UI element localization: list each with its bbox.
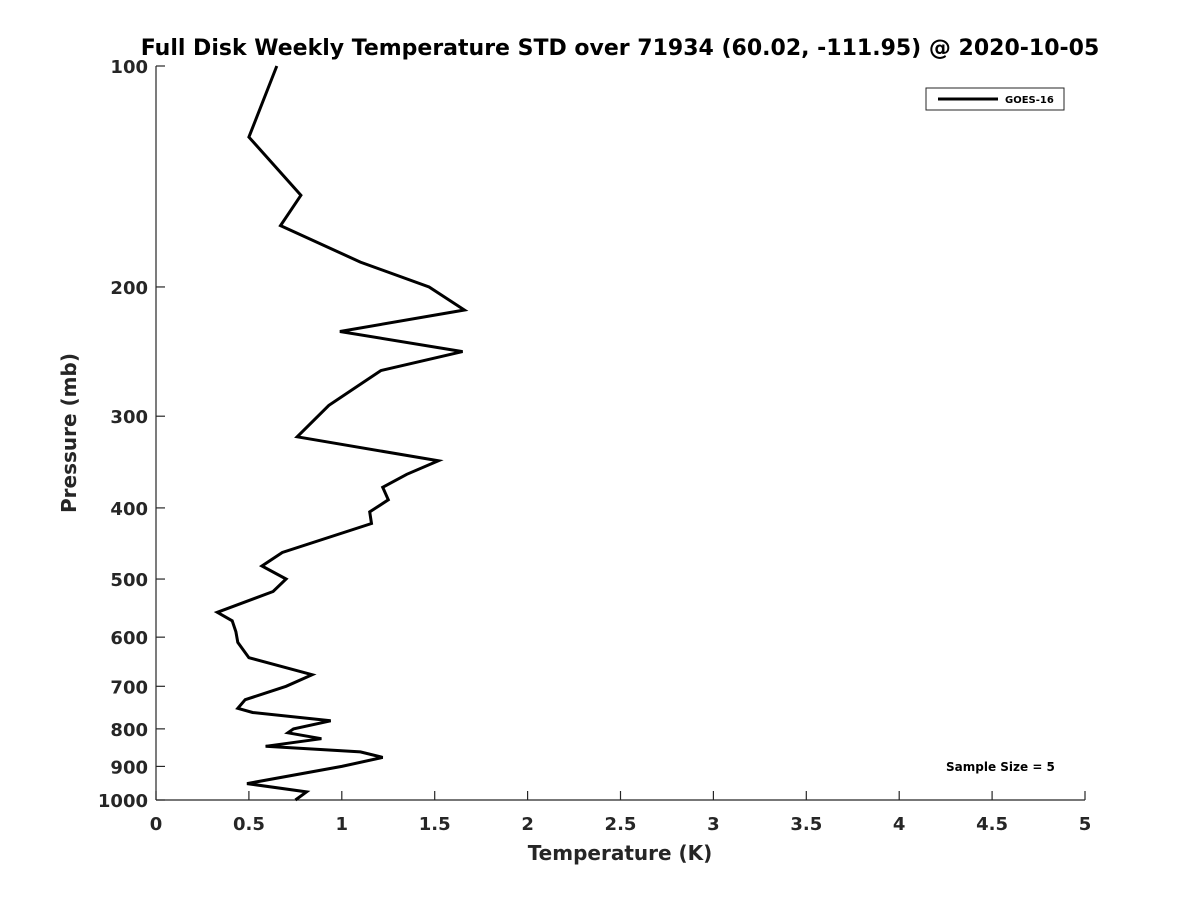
x-tick-label: 2 xyxy=(521,814,534,835)
y-axis-label: Pressure (mb) xyxy=(57,353,81,513)
x-tick-label: 4 xyxy=(893,814,906,835)
chart-title: Full Disk Weekly Temperature STD over 71… xyxy=(141,36,1100,61)
x-tick-label: 0.5 xyxy=(233,814,265,835)
y-tick-label: 100 xyxy=(110,57,148,78)
axes xyxy=(155,66,1085,801)
series-layer xyxy=(213,65,469,802)
y-tick-label: 300 xyxy=(110,407,148,428)
y-tick-label: 500 xyxy=(110,570,148,591)
x-tick-label: 3 xyxy=(707,814,720,835)
y-ticks: 100 200 300 400 500 600 700 800 900 1000 xyxy=(98,57,165,812)
x-ticks: 0 0.5 1 1.5 2 2.5 3 3.5 4 4.5 5 xyxy=(150,791,1092,835)
x-tick-label: 4.5 xyxy=(976,814,1008,835)
sample-size-annotation: Sample Size = 5 xyxy=(946,760,1055,774)
legend: GOES-16 xyxy=(925,87,1065,111)
x-tick-label: 1.5 xyxy=(419,814,451,835)
x-axis-label: Temperature (K) xyxy=(528,841,713,865)
y-tick-label: 200 xyxy=(110,278,148,299)
x-tick-label: 0 xyxy=(150,814,163,835)
x-tick-label: 1 xyxy=(336,814,349,835)
y-tick-label: 400 xyxy=(110,499,148,520)
y-tick-label: 700 xyxy=(110,677,148,698)
y-tick-label: 800 xyxy=(110,720,148,741)
series-line-goes-16 xyxy=(213,65,469,802)
y-tick-label: 900 xyxy=(110,757,148,778)
x-tick-label: 5 xyxy=(1079,814,1092,835)
legend-label: GOES-16 xyxy=(1005,95,1054,106)
y-tick-label: 600 xyxy=(110,628,148,649)
x-tick-label: 2.5 xyxy=(605,814,637,835)
y-tick-label: 1000 xyxy=(98,791,148,812)
x-tick-label: 3.5 xyxy=(790,814,822,835)
